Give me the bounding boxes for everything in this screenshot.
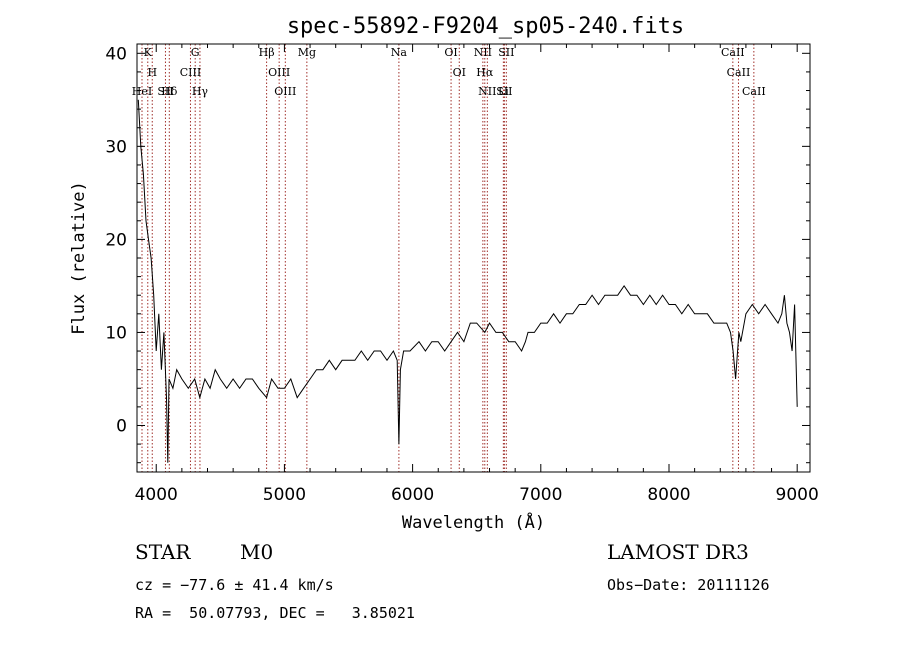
plot-frame bbox=[136, 43, 811, 473]
spectrum-line bbox=[137, 99, 798, 463]
line-label: SII bbox=[157, 85, 173, 98]
line-label: SII bbox=[496, 85, 512, 98]
y-axis-label: Flux (relative) bbox=[69, 181, 89, 335]
chart-title: spec-55892-F9204_sp05-240.fits bbox=[287, 14, 684, 39]
y-tick-label: 20 bbox=[105, 230, 127, 250]
line-label: OI bbox=[453, 66, 466, 79]
x-tick-label: 7000 bbox=[519, 485, 562, 505]
line-label: OI bbox=[444, 46, 457, 59]
ra-dec-coordinates: RA = 50.07793, DEC = 3.85021 bbox=[135, 604, 415, 622]
y-tick-label: 0 bbox=[116, 416, 127, 436]
x-tick-label: 9000 bbox=[776, 485, 819, 505]
line-label: Li bbox=[498, 85, 509, 98]
line-label: OIII bbox=[274, 85, 296, 98]
line-label: CIII bbox=[180, 66, 201, 79]
x-tick-label: 6000 bbox=[391, 485, 434, 505]
y-tick-label: 40 bbox=[105, 44, 127, 64]
x-axis-label: Wavelength (Å) bbox=[402, 511, 545, 533]
line-label: Hδ bbox=[161, 85, 178, 98]
spectral-line-markers bbox=[141, 44, 755, 472]
survey-name: LAMOST DR3 bbox=[607, 540, 749, 564]
line-label: SII bbox=[498, 46, 514, 59]
line-label: CaII bbox=[727, 66, 751, 79]
x-tick-label: 8000 bbox=[647, 485, 690, 505]
line-label: G bbox=[191, 46, 200, 59]
line-label: H bbox=[147, 66, 157, 79]
y-tick-label: 30 bbox=[105, 137, 127, 157]
object-class: STAR bbox=[135, 540, 191, 564]
x-tick-label: 5000 bbox=[263, 485, 306, 505]
line-label: HeI bbox=[132, 85, 152, 98]
line-label: CaII bbox=[742, 85, 766, 98]
line-label: Mg bbox=[298, 46, 316, 59]
line-label: NII bbox=[474, 46, 492, 59]
observation-date: Obs−Date: 20111126 bbox=[607, 576, 770, 594]
y-tick-label: 10 bbox=[105, 323, 127, 343]
x-axis-ticks: 4000 5000 6000 7000 8000 9000 bbox=[135, 44, 819, 505]
y-axis-ticks: 0 10 20 30 40 bbox=[105, 44, 810, 464]
object-subclass: M0 bbox=[240, 540, 274, 564]
line-label: Na bbox=[391, 46, 408, 59]
x-tick-label: 4000 bbox=[135, 485, 178, 505]
line-label: Hβ bbox=[259, 46, 275, 59]
redshift-cz: cz = −77.6 ± 41.4 km/s bbox=[135, 576, 334, 594]
line-label: CaII bbox=[721, 46, 745, 59]
line-label: OIII bbox=[268, 66, 290, 79]
line-label: Hγ bbox=[192, 85, 209, 98]
line-label: K bbox=[144, 46, 153, 59]
line-label: Hα bbox=[476, 66, 494, 79]
line-label: NII bbox=[478, 85, 496, 98]
